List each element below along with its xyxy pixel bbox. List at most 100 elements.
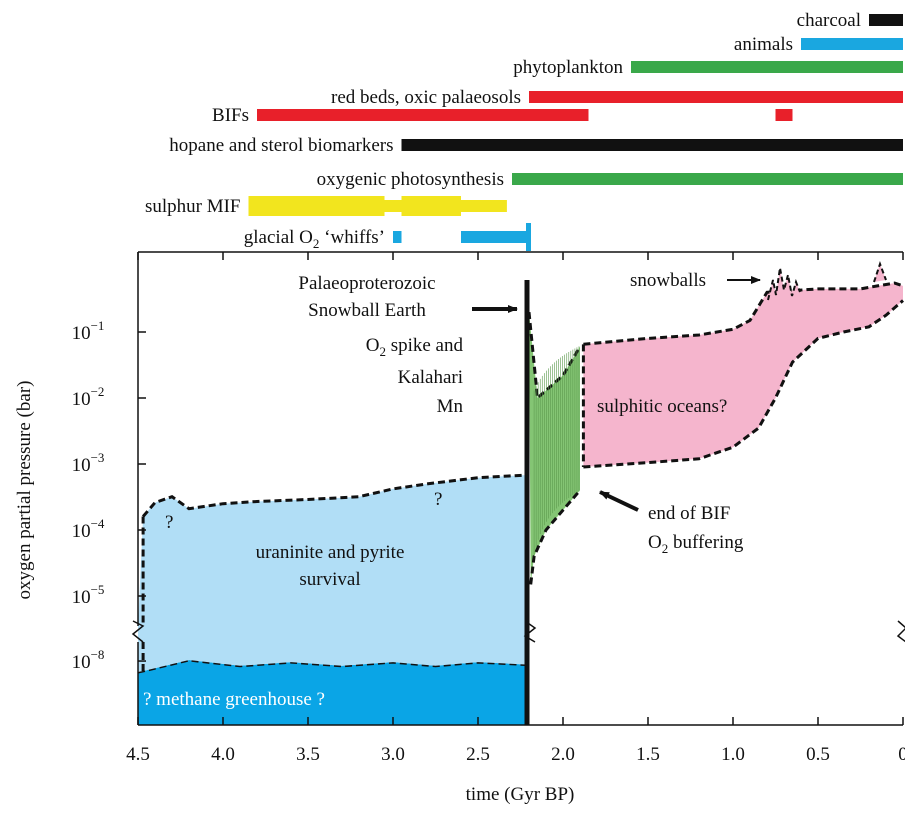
y-tick-label: 10−2 [72,384,105,410]
proxy-bar [801,38,903,50]
x-tick-label: 3.5 [296,744,320,765]
proxy-bar [401,196,461,216]
annotation-o2-spike: O2 spike and [366,335,464,359]
proxy-label: hopane and sterol biomarkers [169,135,393,156]
proxy-row: sulphur MIF [145,196,507,217]
proxy-bar [257,109,589,121]
annotation-arrows [472,276,761,512]
proxy-label: phytoplankton [513,57,623,78]
y-tick-label: 10−5 [72,582,105,608]
y-tick-exp: −1 [91,318,105,333]
proxy-label: charcoal [797,10,861,31]
y-tick-exp: −4 [91,516,105,531]
axis-break-left [131,620,145,643]
x-tick-label: 4.5 [126,744,150,765]
x-tick-label: 2.0 [551,744,575,765]
y-tick-exp: −8 [91,647,105,662]
annotation-palaeo-2: Snowball Earth [308,300,426,321]
proxy-label: BIFs [212,105,249,126]
region-archean-break [138,626,526,642]
proxy-label: oxygenic photosynthesis [317,169,504,190]
region-archean-lower [138,642,526,672]
proxy-label: red beds, oxic palaeosols [331,87,521,108]
y-axis-title: oxygen partial pressure (bar) [14,381,35,600]
x-tick-label: 3.0 [381,744,405,765]
y-tick-exp: −5 [91,582,105,597]
annotation-q2: ? [434,489,442,510]
end-bif-sub: 2 [662,541,669,556]
proxy-row: BIFs [212,105,793,126]
proxy-label-part: ‘whiffs’ [319,227,385,248]
proxy-row: oxygenic photosynthesis [317,169,903,190]
proxy-bar [775,109,793,121]
proxy-row: charcoal [797,10,903,31]
annotation-q1: ? [165,512,173,533]
region-archean-edge [141,473,526,518]
axis-break-right [896,620,905,643]
proxy-bar [401,139,903,151]
y-tick-base: 10 [72,455,91,476]
y-tick-base: 10 [72,652,91,673]
y-tick-base: 10 [72,323,91,344]
y-tick-exp: −2 [91,384,105,399]
proxy-bar [393,231,402,243]
end-bif-rest: buffering [668,532,744,553]
y-tick-label: 10−3 [72,450,105,476]
x-tick-label: 1.0 [721,744,745,765]
y-tick-exp: −3 [91,450,105,465]
proxy-row: phytoplankton [513,57,903,78]
o2-spike-o: O [366,335,380,356]
region-label-methane: ? methane greenhouse ? [143,689,325,710]
plot-frame [137,251,903,726]
y-tick-base: 10 [72,521,91,542]
annotation-end-bif-2: O2 buffering [648,532,744,556]
proxy-row: hopane and sterol biomarkers [169,135,903,156]
proxy-row: red beds, oxic palaeosols [331,87,903,108]
annotation-mn: Mn [437,396,464,417]
region-fills [137,281,904,725]
proxy-label-part: glacial O [244,227,313,248]
y-tick-label: 10−4 [72,516,105,542]
x-axis-title: time (Gyr BP) [466,784,575,805]
end-bif-o: O [648,532,662,553]
region-label-sulphitic: sulphitic oceans? [597,396,727,417]
proxy-label: sulphur MIF [145,196,241,217]
region-label-uraninite-2: survival [299,569,360,590]
y-tick-label: 10−8 [72,647,105,673]
proxy-label: glacial O2 ‘whiffs’ [244,227,385,251]
snowball-spikes [767,261,887,301]
region-label-uraninite-1: uraninite and pyrite [256,542,405,563]
x-tick-label: 1.5 [636,744,660,765]
axis-break-mid [523,620,537,643]
y-axis-ticks: 10−810−510−410−310−210−1 [72,318,146,673]
annotation-palaeo-1: Palaeoproterozoic [298,273,435,294]
region-methane [138,660,526,725]
proxy-bar [631,61,903,73]
region-sulphitic [583,283,903,467]
o2-spike-rest: spike and [386,335,464,356]
annotation-end-bif-1: end of BIF [648,503,730,524]
x-tick-label: 0.5 [806,744,830,765]
x-tick-label: 0 [898,744,905,765]
y-tick-base: 10 [72,587,91,608]
region-sulphitic-edge [583,281,904,346]
proxy-row: animals [734,34,903,55]
proxy-row: glacial O2 ‘whiffs’ [244,223,531,251]
proxy-label: animals [734,34,793,55]
proxy-bar [869,14,903,26]
annotation-snowballs: snowballs [630,270,706,291]
y-tick-label: 10−1 [72,318,105,344]
region-archean [138,475,526,626]
proxy-bar [248,196,385,216]
proxy-label-sub: 2 [313,236,320,251]
annotation-kalahari: Kalahari [398,367,463,388]
proxy-bar [461,231,529,243]
x-tick-label: 4.0 [211,744,235,765]
proxy-bar [512,173,903,185]
x-tick-label: 2.5 [466,744,490,765]
region-spike-edge [529,489,582,585]
x-axis-ticks: 4.5 4.0 3.5 3.0 2.5 2.0 1.5 1.0 0.5 0 [126,252,905,765]
y-tick-base: 10 [72,389,91,410]
